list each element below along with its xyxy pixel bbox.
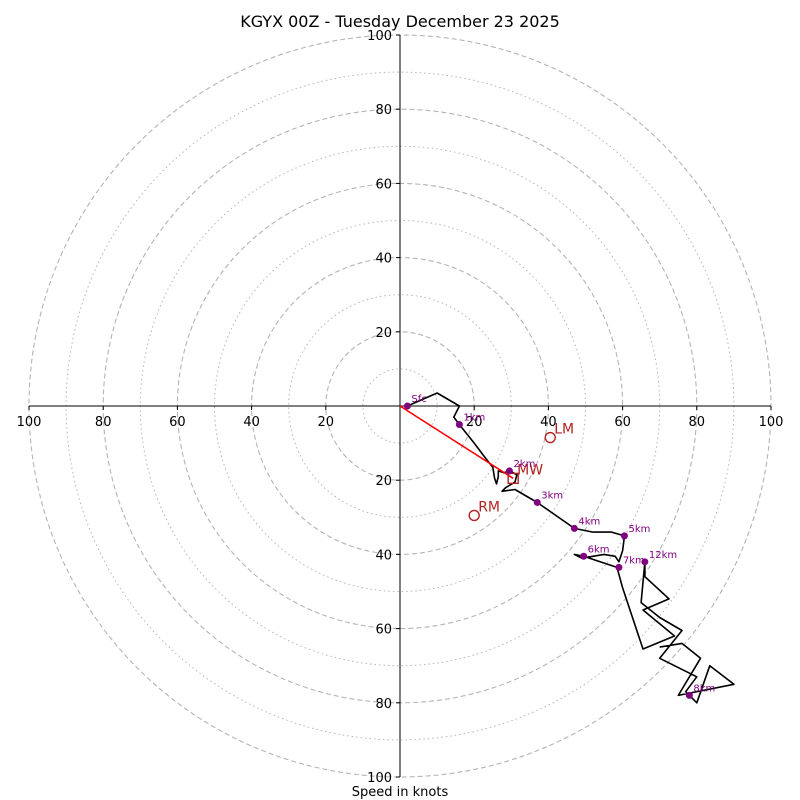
y-tick-label: 20 <box>375 474 392 489</box>
storm-vectors: LM MW RM <box>399 405 574 522</box>
y-tick-label: 100 <box>367 29 392 44</box>
height-marker-1km <box>455 421 463 429</box>
height-marker-4km <box>570 524 578 532</box>
height-marker-6km <box>580 552 588 560</box>
x-tick-label: 40 <box>243 415 260 430</box>
height-marker-sfc <box>403 402 411 410</box>
x-tick-label: 80 <box>95 415 112 430</box>
height-marker-6km-label: 6km <box>588 544 610 555</box>
height-marker-12km <box>641 558 649 566</box>
x-tick-label: 100 <box>759 415 784 430</box>
x-axis-label: Speed in knots <box>352 785 449 800</box>
x-tick-label: 20 <box>466 415 483 430</box>
x-tick-label: 60 <box>169 415 186 430</box>
height-marker-2km-label: 2km <box>513 459 535 470</box>
y-tick-label: 20 <box>375 326 392 341</box>
storm-vector-mw-label: MW <box>517 462 543 478</box>
height-marker-7km <box>615 563 623 571</box>
height-marker-3km <box>533 498 541 506</box>
height-marker-8km-label: 8km <box>693 683 715 694</box>
storm-vector-mw-marker <box>507 472 519 485</box>
height-marker-5km-label: 5km <box>628 524 650 535</box>
x-tick-label: 100 <box>17 415 42 430</box>
storm-vector-rm-marker <box>468 509 480 522</box>
height-marker-4km-label: 4km <box>578 516 600 527</box>
height-marker-8km <box>685 691 693 699</box>
x-tick-label: 80 <box>689 415 706 430</box>
y-tick-label: 40 <box>375 252 392 267</box>
y-tick-label: 100 <box>367 771 392 786</box>
height-marker-1km-label: 1km <box>463 413 485 424</box>
tick-labels: 100 80 60 40 20 20 40 60 80 100 100 80 60 40 20 20 40 60 8… <box>17 29 784 786</box>
height-marker-7km-label: 7km <box>623 555 645 566</box>
height-marker-3km-label: 3km <box>541 490 563 501</box>
y-tick-label: 60 <box>375 177 392 192</box>
y-tick-label: 60 <box>375 623 392 638</box>
storm-vector-lm-label: LM <box>554 422 574 438</box>
y-tick-label: 80 <box>375 697 392 712</box>
storm-vector-rm-label: RM <box>478 499 500 515</box>
y-tick-label: 40 <box>375 548 392 563</box>
x-tick-label: 60 <box>614 415 631 430</box>
y-tick-label: 80 <box>375 103 392 118</box>
x-tick-label: 20 <box>318 415 335 430</box>
height-markers: Sfc 1km 2km 3km 4km 5km 6km 7km 8km 12km <box>403 394 715 699</box>
height-marker-5km <box>620 532 628 540</box>
height-marker-2km <box>505 467 513 475</box>
mean-wind-vector-line <box>399 405 514 480</box>
x-tick-label: 40 <box>540 415 557 430</box>
height-marker-sfc-label: Sfc <box>411 394 426 405</box>
height-marker-12km-label: 12km <box>649 550 677 561</box>
chart-title: KGYX 00Z - Tuesday December 23 2025 <box>240 12 560 31</box>
wind-trace <box>407 392 735 704</box>
hodograph-trace-line <box>407 392 735 704</box>
storm-vector-lm-marker <box>544 431 556 444</box>
